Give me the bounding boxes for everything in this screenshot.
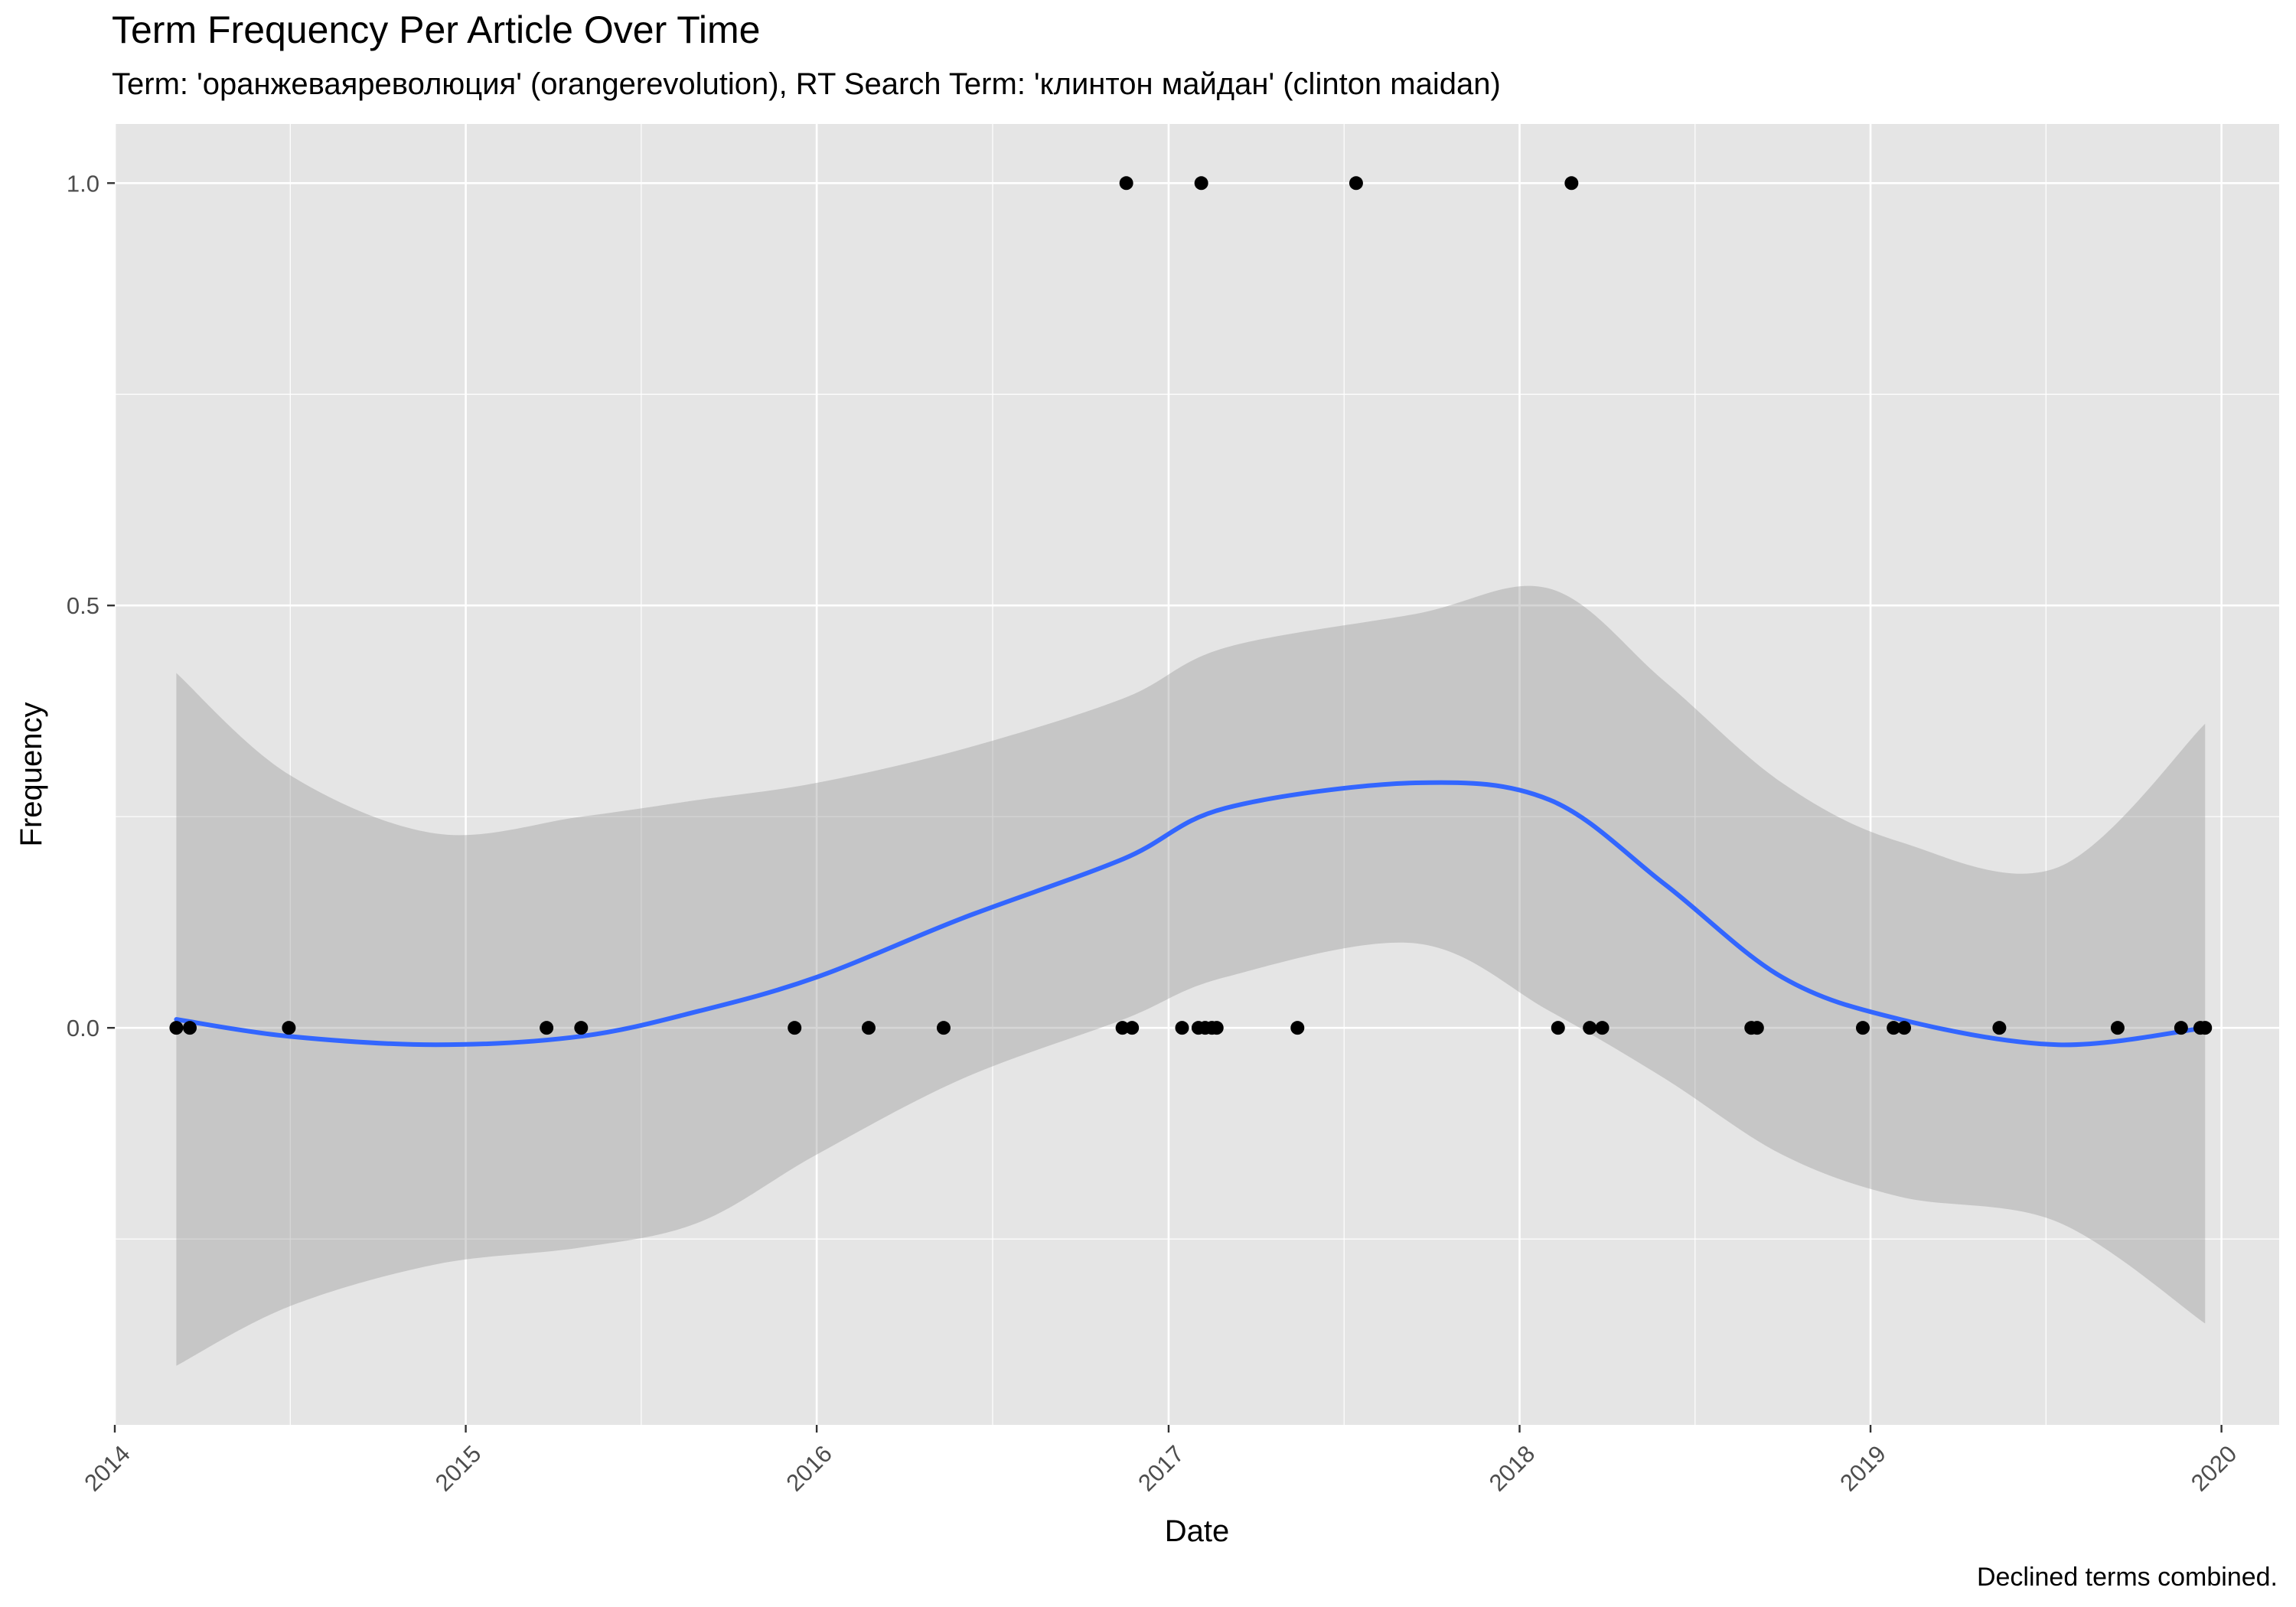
- x-tick-label: 2015: [430, 1440, 487, 1497]
- data-point: [182, 1021, 197, 1035]
- data-point: [1750, 1021, 1764, 1035]
- smooth-fit-line: [174, 780, 2208, 1048]
- data-point: [574, 1021, 589, 1035]
- confidence-band-area: [176, 585, 2206, 1366]
- data-point: [1595, 1021, 1609, 1035]
- data-point: [936, 1021, 951, 1035]
- data-point: [1119, 176, 1133, 191]
- y-tick-label: 1.0: [67, 170, 99, 197]
- smooth-line: [174, 780, 2208, 1048]
- data-point: [2110, 1021, 2125, 1035]
- data-point: [788, 1021, 802, 1035]
- data-point: [1125, 1021, 1140, 1035]
- data-point: [1856, 1021, 1870, 1035]
- data-point: [1115, 1021, 1130, 1035]
- data-point: [282, 1021, 296, 1035]
- data-point: [1290, 1021, 1305, 1035]
- data-point: [1992, 1021, 2007, 1035]
- x-tick-label: 2020: [2186, 1440, 2242, 1497]
- data-point: [169, 1021, 184, 1035]
- x-axis-title: Date: [1165, 1514, 1230, 1548]
- axes: 0.0 0.5 1.0 2014 2015 2016 2017 2018 2019 2020: [67, 170, 2242, 1496]
- x-tick-label: 2018: [1484, 1440, 1541, 1497]
- x-tick-label: 2014: [79, 1440, 135, 1497]
- chart-title: Term Frequency Per Article Over Time: [112, 8, 761, 51]
- data-point: [1175, 1021, 1189, 1035]
- data-point: [1194, 176, 1208, 191]
- data-point: [1583, 1021, 1597, 1035]
- x-tick-label: 2016: [781, 1440, 837, 1497]
- data-point: [1897, 1021, 1912, 1035]
- chart-subtitle: Term: 'оранжеваяреволюция' (orangerevolu…: [112, 67, 1501, 101]
- data-point: [2198, 1021, 2213, 1035]
- data-point: [540, 1021, 554, 1035]
- y-tick-label: 0.5: [67, 592, 99, 619]
- data-point: [1551, 1021, 1565, 1035]
- confidence-band: [176, 585, 2206, 1366]
- y-axis-title: Frequency: [15, 702, 48, 847]
- data-point: [1887, 1021, 1901, 1035]
- data-points: [169, 176, 2213, 1035]
- data-point: [1564, 176, 1579, 191]
- plot-panel: [115, 124, 2279, 1425]
- data-point: [2174, 1021, 2188, 1035]
- x-tick-label: 2019: [1835, 1440, 1891, 1497]
- y-tick-label: 0.0: [67, 1015, 99, 1041]
- chart-caption: Declined terms combined.: [1976, 1563, 2278, 1592]
- data-point: [861, 1021, 876, 1035]
- x-tick-label: 2017: [1133, 1440, 1189, 1497]
- data-point: [1349, 176, 1363, 191]
- data-point: [1209, 1021, 1224, 1035]
